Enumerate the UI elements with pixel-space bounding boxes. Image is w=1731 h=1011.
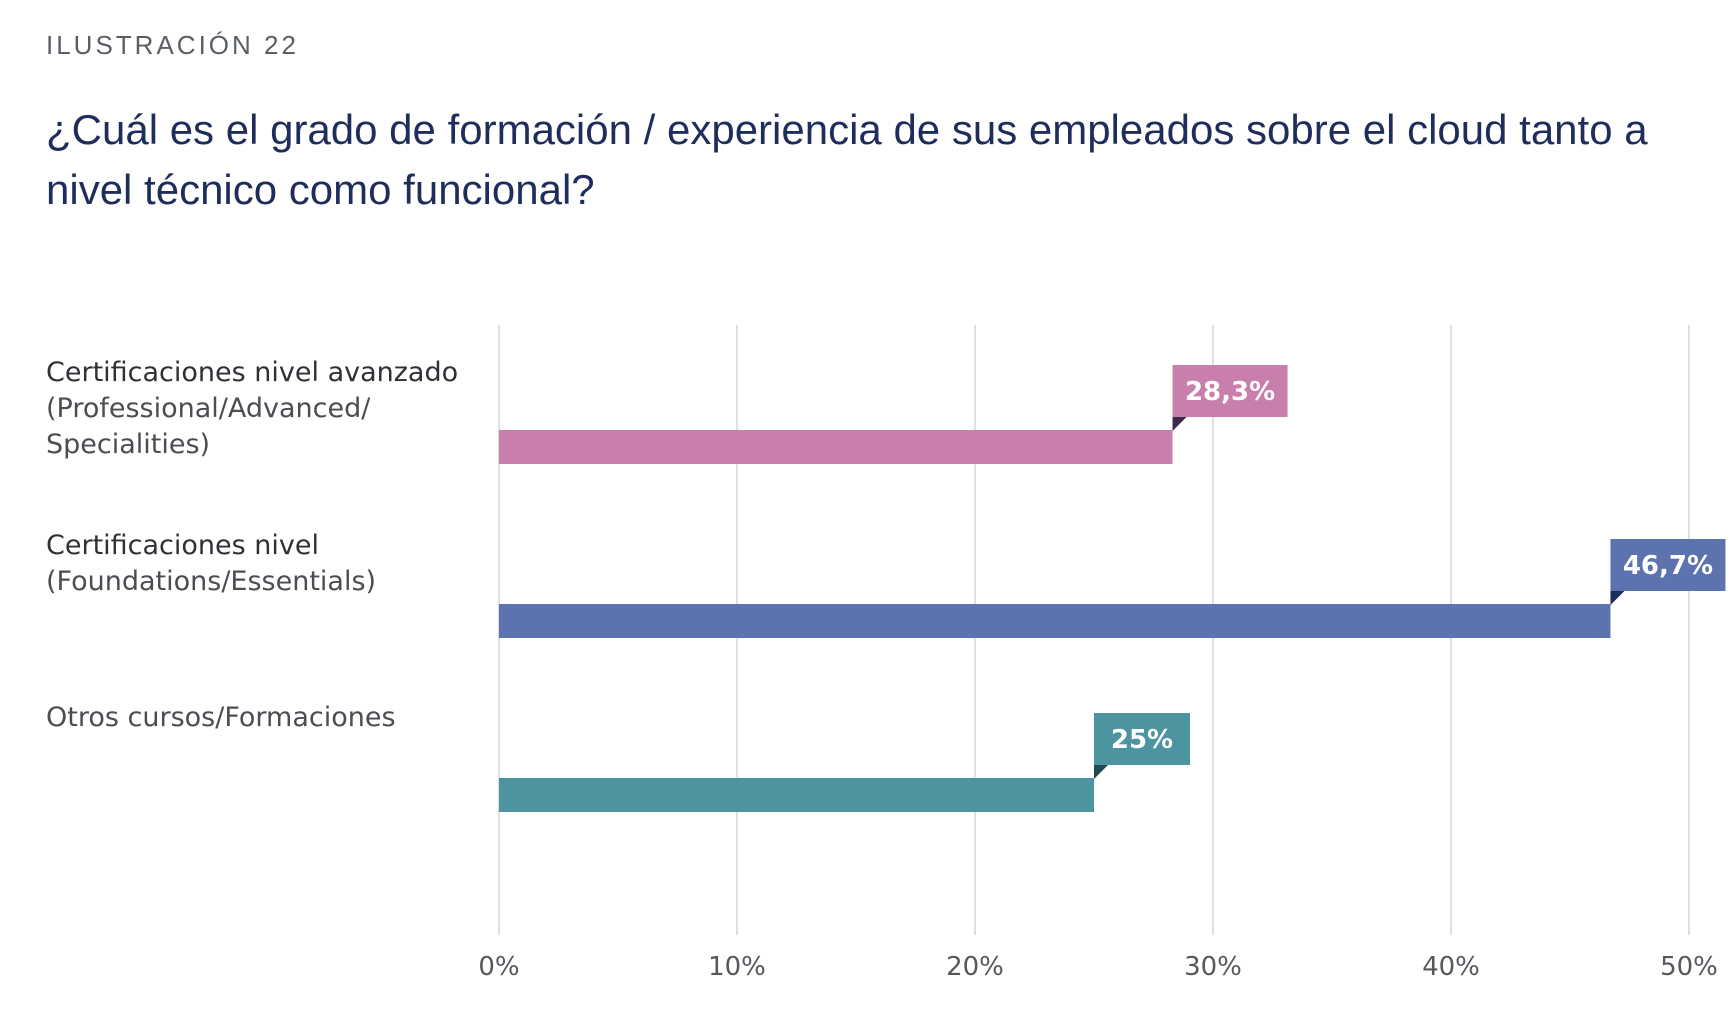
category-label-1: Certificaciones nivel (Foundations/Essen… — [46, 528, 376, 600]
value-tag-2 — [1094, 713, 1190, 765]
category-label-0: Certificaciones nivel avanzado (Professi… — [46, 355, 458, 463]
category-label-1-sub: (Foundations/Essentials) — [46, 566, 377, 597]
category-label-2: Otros cursos/Formaciones — [46, 700, 396, 736]
x-tick-label-4: 40% — [1422, 952, 1480, 982]
figure-kicker: ILUSTRACIÓN 22 — [46, 30, 299, 60]
value-label-1: 46,7% — [1623, 551, 1713, 581]
value-tag-0 — [1172, 365, 1288, 417]
value-label-0: 28,3% — [1185, 377, 1275, 407]
category-label-2-sub: Otros cursos/Formaciones — [46, 702, 396, 733]
chart-title: ¿Cuál es el grado de formación / experie… — [46, 106, 1648, 213]
x-tick-label-0: 0% — [478, 952, 519, 982]
bar-0 — [499, 430, 1173, 464]
x-tick-label-5: 50% — [1660, 952, 1718, 982]
bar-2 — [499, 778, 1094, 812]
value-tag-pointer-0 — [1172, 417, 1187, 431]
value-tag-pointer-1 — [1610, 591, 1625, 605]
value-tag-1 — [1610, 539, 1726, 591]
category-label-0-sub: (Professional/Advanced/ Specialities) — [46, 393, 371, 460]
x-tick-label-1: 10% — [708, 952, 766, 982]
category-label-0-main: Certificaciones nivel avanzado — [46, 357, 459, 388]
value-tag-pointer-2 — [1094, 765, 1108, 779]
value-label-2: 25% — [1111, 725, 1173, 755]
x-tick-label-3: 30% — [1184, 952, 1242, 982]
bar-1 — [499, 604, 1611, 638]
category-label-1-main: Certificaciones nivel — [46, 530, 319, 561]
x-tick-label-2: 20% — [946, 952, 1004, 982]
